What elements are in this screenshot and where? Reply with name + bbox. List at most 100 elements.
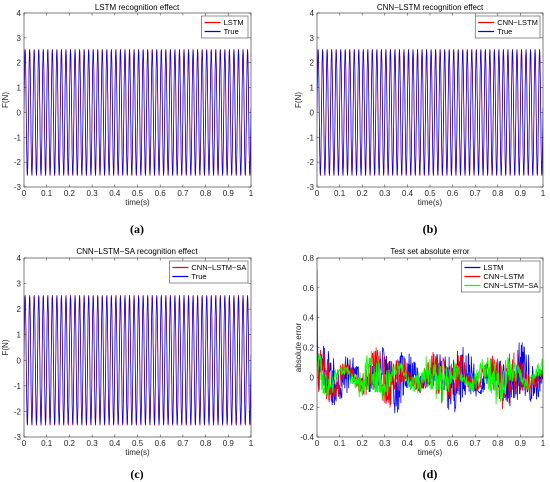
- y-axis-label: F(N): [1, 92, 10, 108]
- chart-panel-1: 0 0.1 0.2 0.3 0.4 0.5 0.6 0.7 0.8 0.9 1 -3 -2 -1 0 1 2 3 4…: [1, 3, 254, 236]
- series-line-2: [317, 49, 543, 175]
- chart-title: CNN−LSTM−SA recognition effect: [76, 247, 198, 256]
- x-tick-label: 0.8: [492, 189, 504, 198]
- legend-label: True: [497, 27, 512, 36]
- y-tick-label: -3: [14, 433, 22, 442]
- y-tick-label: -1: [307, 133, 315, 142]
- x-tick-label: 0: [22, 439, 27, 448]
- legend-label: True: [224, 27, 239, 36]
- x-tick-label: 0.2: [64, 439, 76, 448]
- chart-panel-2: 0 0.1 0.2 0.3 0.4 0.5 0.6 0.7 0.8 0.9 1 -3 -2 -1 0 1 2 3 4…: [294, 3, 546, 236]
- legend-label: CNN−LSTM−SA: [483, 281, 538, 290]
- x-tick-label: 1: [541, 189, 546, 198]
- x-tick-label: 0.2: [64, 189, 76, 198]
- chart-title: Test set absolute error: [390, 247, 469, 256]
- x-tick-label: 0.6: [447, 439, 459, 448]
- y-tick-label: -1: [14, 133, 22, 142]
- x-tick-label: 0.7: [470, 189, 482, 198]
- legend-box: [474, 15, 541, 39]
- series-line-2: [24, 49, 251, 175]
- y-tick-label: 0.2: [303, 344, 315, 353]
- legend-label: CNN−LSTM: [483, 272, 524, 281]
- legend-label: LSTM: [483, 263, 503, 272]
- x-tick-label: 0.8: [200, 189, 212, 198]
- y-tick-label: 2: [17, 59, 22, 68]
- chart-title: LSTM recognition effect: [95, 3, 180, 12]
- x-axis-label: time(s): [125, 198, 150, 207]
- x-tick-label: 0.9: [515, 189, 527, 198]
- x-tick-label: 0: [315, 189, 320, 198]
- y-axis-label: F(N): [294, 92, 303, 108]
- series-group: [24, 295, 251, 426]
- legend-label: True: [191, 272, 206, 281]
- x-axis-label: time(s): [125, 448, 150, 457]
- x-tick-label: 0.3: [379, 439, 391, 448]
- y-tick-label: -1: [14, 382, 22, 391]
- y-tick-label: -2: [307, 158, 315, 167]
- subfigure-caption: (b): [423, 222, 438, 236]
- y-tick-label: 0: [17, 108, 22, 117]
- y-tick-label: 2: [310, 59, 315, 68]
- y-tick-label: -0.4: [300, 433, 314, 442]
- y-tick-label: 1: [17, 331, 22, 340]
- legend-label: CNN−LSTM: [497, 18, 538, 27]
- y-tick-label: 0.4: [303, 314, 315, 323]
- x-tick-label: 0.6: [155, 189, 167, 198]
- y-axis-label: F(N): [1, 339, 10, 355]
- x-tick-label: 0.4: [402, 439, 414, 448]
- chart-panel-3: 0 0.1 0.2 0.3 0.4 0.5 0.6 0.7 0.8 0.9 1 -3 -2 -1 0 1 2 3 4…: [1, 247, 254, 481]
- subfigure-caption: (c): [130, 467, 143, 481]
- x-tick-label: 0.7: [177, 439, 189, 448]
- y-tick-label: 0.8: [303, 254, 315, 263]
- y-tick-label: -0.2: [300, 403, 314, 412]
- y-tick-label: 0: [17, 356, 22, 365]
- y-axis-label: absolute error: [294, 322, 303, 372]
- series-line-2: [24, 295, 251, 425]
- y-tick-label: 3: [17, 34, 22, 43]
- x-tick-label: 0: [22, 189, 27, 198]
- x-tick-label: 0.9: [223, 439, 235, 448]
- x-tick-label: 0.2: [357, 439, 369, 448]
- x-tick-label: 0.5: [424, 439, 436, 448]
- y-tick-label: 0: [310, 373, 315, 382]
- x-tick-label: 0.9: [515, 439, 527, 448]
- x-tick-label: 1: [249, 189, 254, 198]
- y-tick-label: 3: [310, 34, 315, 43]
- x-axis-label: time(s): [418, 448, 443, 457]
- x-tick-label: 0.5: [132, 189, 144, 198]
- chart-title: CNN−LSTM recognition effect: [377, 3, 484, 12]
- subfigure-caption: (d): [423, 467, 438, 481]
- subfigure-caption: (a): [130, 222, 144, 236]
- x-tick-label: 0.4: [109, 189, 121, 198]
- x-tick-label: 0.1: [41, 189, 53, 198]
- y-tick-label: 4: [17, 254, 22, 263]
- x-tick-label: 0.8: [200, 439, 212, 448]
- legend-label: CNN−LSTM−SA: [191, 263, 246, 272]
- y-tick-label: 3: [17, 280, 22, 289]
- x-tick-label: 0.7: [470, 439, 482, 448]
- y-tick-label: -2: [14, 158, 22, 167]
- series-group: [24, 48, 251, 176]
- x-axis-label: time(s): [418, 198, 443, 207]
- x-tick-label: 0.6: [155, 439, 167, 448]
- x-tick-label: 0.4: [402, 189, 414, 198]
- x-tick-label: 0.2: [357, 189, 369, 198]
- chart-panel-4: 0 0.1 0.2 0.3 0.4 0.5 0.6 0.7 0.8 0.9 1 -0.4 -0.2 0 0.…: [294, 247, 546, 481]
- x-tick-label: 1: [249, 439, 254, 448]
- series-group: [317, 269, 543, 414]
- x-tick-label: 0.3: [87, 189, 99, 198]
- y-tick-label: -2: [14, 407, 22, 416]
- legend-box: [169, 260, 249, 284]
- y-tick-label: 1: [17, 84, 22, 93]
- x-tick-label: 0.1: [41, 439, 53, 448]
- y-tick-label: 4: [310, 9, 315, 18]
- legend-label: LSTM: [224, 18, 244, 27]
- legend-box: [201, 15, 249, 39]
- x-tick-label: 1: [541, 439, 546, 448]
- x-tick-label: 0.7: [177, 189, 189, 198]
- y-tick-label: 2: [17, 305, 22, 314]
- y-tick-label: -3: [307, 183, 315, 192]
- x-tick-label: 0.5: [424, 189, 436, 198]
- x-tick-label: 0.9: [223, 189, 235, 198]
